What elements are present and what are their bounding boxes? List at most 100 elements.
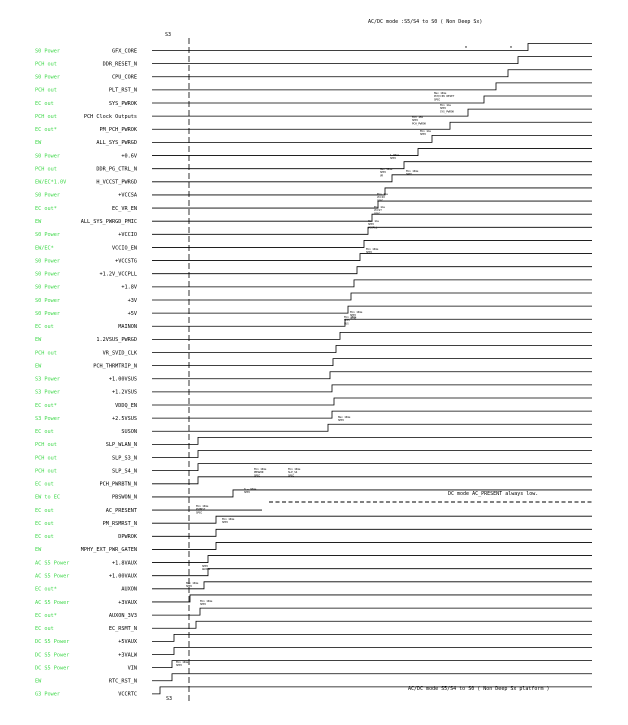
signal-name-label: +3V	[128, 298, 137, 304]
signal-source-label: PCH out	[35, 88, 57, 94]
signal-name-label: +3VAUX	[118, 600, 138, 606]
signal-name-label: +1.2V_VCCPLL	[100, 272, 137, 278]
timing-annotation-text: SPEC	[440, 106, 447, 110]
signal-source-label: EC out	[35, 508, 54, 514]
footer-title: AC/DC mode S5/S4 to S0 ( Non Deep Sx pla…	[408, 686, 549, 692]
signal-waveform	[152, 463, 592, 472]
signal-name-label: PCH_PWRBTN_N	[100, 482, 137, 488]
timing-annotation-text: Min 10ms	[344, 315, 357, 319]
signal-source-label: PCH out	[35, 350, 57, 356]
signal-waveform	[152, 633, 592, 642]
signal-waveform	[152, 95, 592, 104]
timing-annotation-text: VCCIO	[377, 195, 385, 199]
timing-annotation-text: PBSWON	[254, 470, 264, 474]
signal-waveform	[152, 528, 592, 537]
timing-annotation-text: SPEC	[434, 97, 441, 101]
signal-source-label: EC out	[35, 429, 54, 435]
signal-source-label: EC out*	[35, 206, 57, 212]
timing-annotation-text: Min 1ms	[374, 205, 385, 209]
signal-name-label: +VCCSA	[118, 193, 138, 199]
timing-annotation-text: Min 1ms	[420, 129, 431, 133]
marker-dot	[465, 46, 467, 48]
signal-waveform	[152, 43, 592, 51]
signal-name-label: SLP_S3_N	[112, 455, 137, 461]
signal-name-label: +2.5VSUS	[112, 416, 137, 422]
signal-name-label: PM_RSMRST_N	[103, 521, 137, 527]
signal-source-label: EW	[35, 679, 42, 685]
s3-label-top: S3	[165, 32, 171, 38]
signal-waveform	[152, 226, 592, 235]
signal-name-label: MAINON	[118, 324, 137, 330]
signal-source-label: S0 Power	[35, 232, 60, 238]
signal-name-label: VCCRTC	[118, 692, 137, 698]
signal-waveform	[152, 555, 592, 563]
signal-name-label: PLT_RST_N	[109, 88, 137, 94]
signal-source-label: G3 Power	[35, 692, 60, 698]
signal-name-label: +0.6V	[121, 153, 137, 159]
signal-name-label: RTC_RST_N	[109, 679, 137, 685]
signal-source-label: EW	[35, 547, 42, 553]
signal-name-label: DPWROK	[118, 534, 138, 540]
s3-label-bottom: S3	[166, 696, 172, 702]
signal-source-label: S0 Power	[35, 285, 60, 291]
timing-annotation-text: SPEC	[406, 172, 413, 176]
signal-name-label: +1.8V	[121, 285, 137, 291]
signal-source-label: PCH out	[35, 61, 57, 67]
signal-name-label: VDDQ_EN	[115, 403, 137, 409]
timing-annotation-text: PCH/CPU RESET	[434, 94, 455, 98]
signal-waveform	[152, 384, 592, 393]
signal-source-label: EW	[35, 337, 42, 343]
signal-source-label: AC S5 Power	[35, 560, 69, 566]
timing-annotation-text: 0 ~ 90ms	[244, 487, 257, 491]
signal-name-label: +5VAUX	[118, 639, 138, 645]
marker-dot	[510, 46, 512, 48]
signal-waveform	[152, 161, 592, 170]
timing-annotation-text: SLP_S4	[288, 470, 298, 474]
signal-source-label: S3 Power	[35, 377, 60, 383]
signal-name-label: EC_VR_EN	[112, 206, 137, 212]
signal-name-label: VIN	[128, 665, 137, 671]
signal-waveform	[152, 607, 592, 616]
signal-waveform	[152, 515, 592, 524]
signal-waveform	[152, 187, 592, 196]
signal-waveform	[152, 647, 592, 655]
signal-waveform	[152, 82, 592, 91]
signal-source-label: S0 Power	[35, 298, 60, 304]
timing-annotation-text: 1.00ms	[390, 153, 400, 157]
signal-name-label: +VCCSTG	[115, 258, 137, 264]
signal-source-label: EW	[35, 219, 42, 225]
timing-annotation-text: SPEC	[196, 510, 203, 514]
signal-name-label: PBSWON_N	[112, 495, 137, 501]
signal-name-label: +VCCIO	[118, 232, 137, 238]
signal-waveform	[152, 266, 592, 275]
signal-name-label: SUSON	[121, 429, 137, 435]
signal-name-label: VR_SVID_CLK	[103, 350, 138, 356]
signal-waveform	[152, 174, 592, 183]
signal-source-label: DC S5 Power	[35, 665, 69, 671]
timing-annotation-text: Min 10ms	[176, 660, 189, 664]
signal-source-label: EC out	[35, 324, 54, 330]
signal-waveform	[152, 437, 592, 445]
timing-annotation-text: SPEC	[338, 418, 345, 422]
timing-annotation-text: SPEC	[176, 663, 183, 667]
timing-annotation-text: Max 10ms	[434, 91, 447, 95]
timing-annotation-text: SPEC	[412, 118, 419, 122]
signal-waveform	[152, 292, 592, 301]
signal-name-label: CPU_CORE	[112, 75, 137, 81]
signal-source-label: AC S5 Power	[35, 574, 69, 580]
signal-name-label: +1.00VAUX	[109, 574, 138, 580]
signal-source-label: S0 Power	[35, 153, 60, 159]
signal-source-label: EC out*	[35, 403, 57, 409]
signal-source-label: EW/EC*	[35, 245, 54, 251]
signal-source-label: S0 Power	[35, 272, 60, 278]
signal-waveform	[152, 213, 592, 222]
signal-source-label: PCH out	[35, 166, 57, 172]
signal-waveform	[152, 620, 592, 629]
signal-name-label: +1.2VSUS	[112, 390, 137, 396]
timing-annotation-text: SPEC	[350, 313, 357, 317]
signal-waveform	[152, 345, 592, 353]
signal-source-label: AC S5 Power	[35, 600, 69, 606]
signal-waveform	[152, 318, 592, 327]
signal-source-label: S0 Power	[35, 193, 60, 199]
